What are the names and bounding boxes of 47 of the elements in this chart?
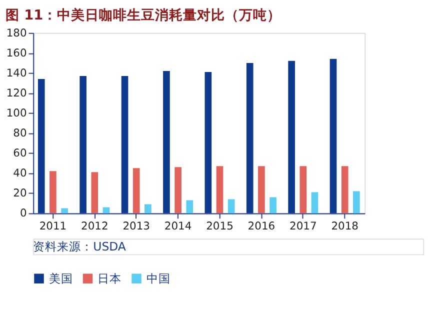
bar: [102, 207, 110, 214]
bar: [174, 167, 182, 214]
y-tick-label: 80: [13, 126, 27, 140]
bar: [228, 199, 235, 214]
y-tick-label: 20: [13, 186, 27, 200]
bar: [270, 197, 276, 214]
bar: [311, 192, 318, 214]
y-tick-label: 60: [13, 146, 27, 160]
y-tick-label: 160: [6, 46, 27, 60]
bar: [341, 166, 348, 214]
chart-title: 图 11：中美日咖啡生豆消耗量对比（万吨）: [5, 6, 282, 24]
text: 资料来源：USDA: [33, 239, 126, 254]
x-tick-label: 2013: [122, 219, 150, 232]
legend-label: 美国: [48, 271, 73, 286]
bar: [80, 76, 86, 214]
bar: [353, 191, 360, 214]
bar: [121, 76, 128, 214]
bar: [300, 166, 307, 214]
x-tick-label: 2018: [331, 219, 359, 232]
y-tick-label: 0: [20, 206, 27, 220]
y-tick-label: 140: [6, 66, 27, 80]
y-tick-label: 100: [6, 106, 27, 120]
bar: [288, 60, 295, 214]
bar: [50, 171, 56, 214]
bar: [38, 78, 45, 214]
bar: [258, 166, 265, 214]
bar: [204, 72, 212, 214]
bar: [330, 58, 337, 214]
bar: [144, 204, 152, 214]
x-tick-label: 2017: [290, 219, 317, 232]
legend-label: 中国: [146, 271, 170, 286]
y-tick-label: 120: [6, 86, 27, 100]
legend-label: 日本: [98, 271, 122, 286]
bar: [216, 166, 224, 214]
x-tick-label: 2014: [164, 219, 192, 232]
bar: [163, 70, 170, 214]
y-tick-label: 180: [6, 26, 27, 40]
bar: [91, 172, 98, 214]
x-tick-label: 2012: [81, 219, 108, 232]
bar: [132, 168, 140, 214]
y-tick-label: 40: [13, 166, 27, 180]
x-tick-label: 2011: [39, 219, 67, 232]
bar: [186, 200, 194, 214]
bar: [246, 62, 254, 214]
x-tick-label: 2015: [206, 219, 234, 232]
x-tick-label: 2016: [248, 219, 276, 232]
bar: [61, 208, 68, 214]
